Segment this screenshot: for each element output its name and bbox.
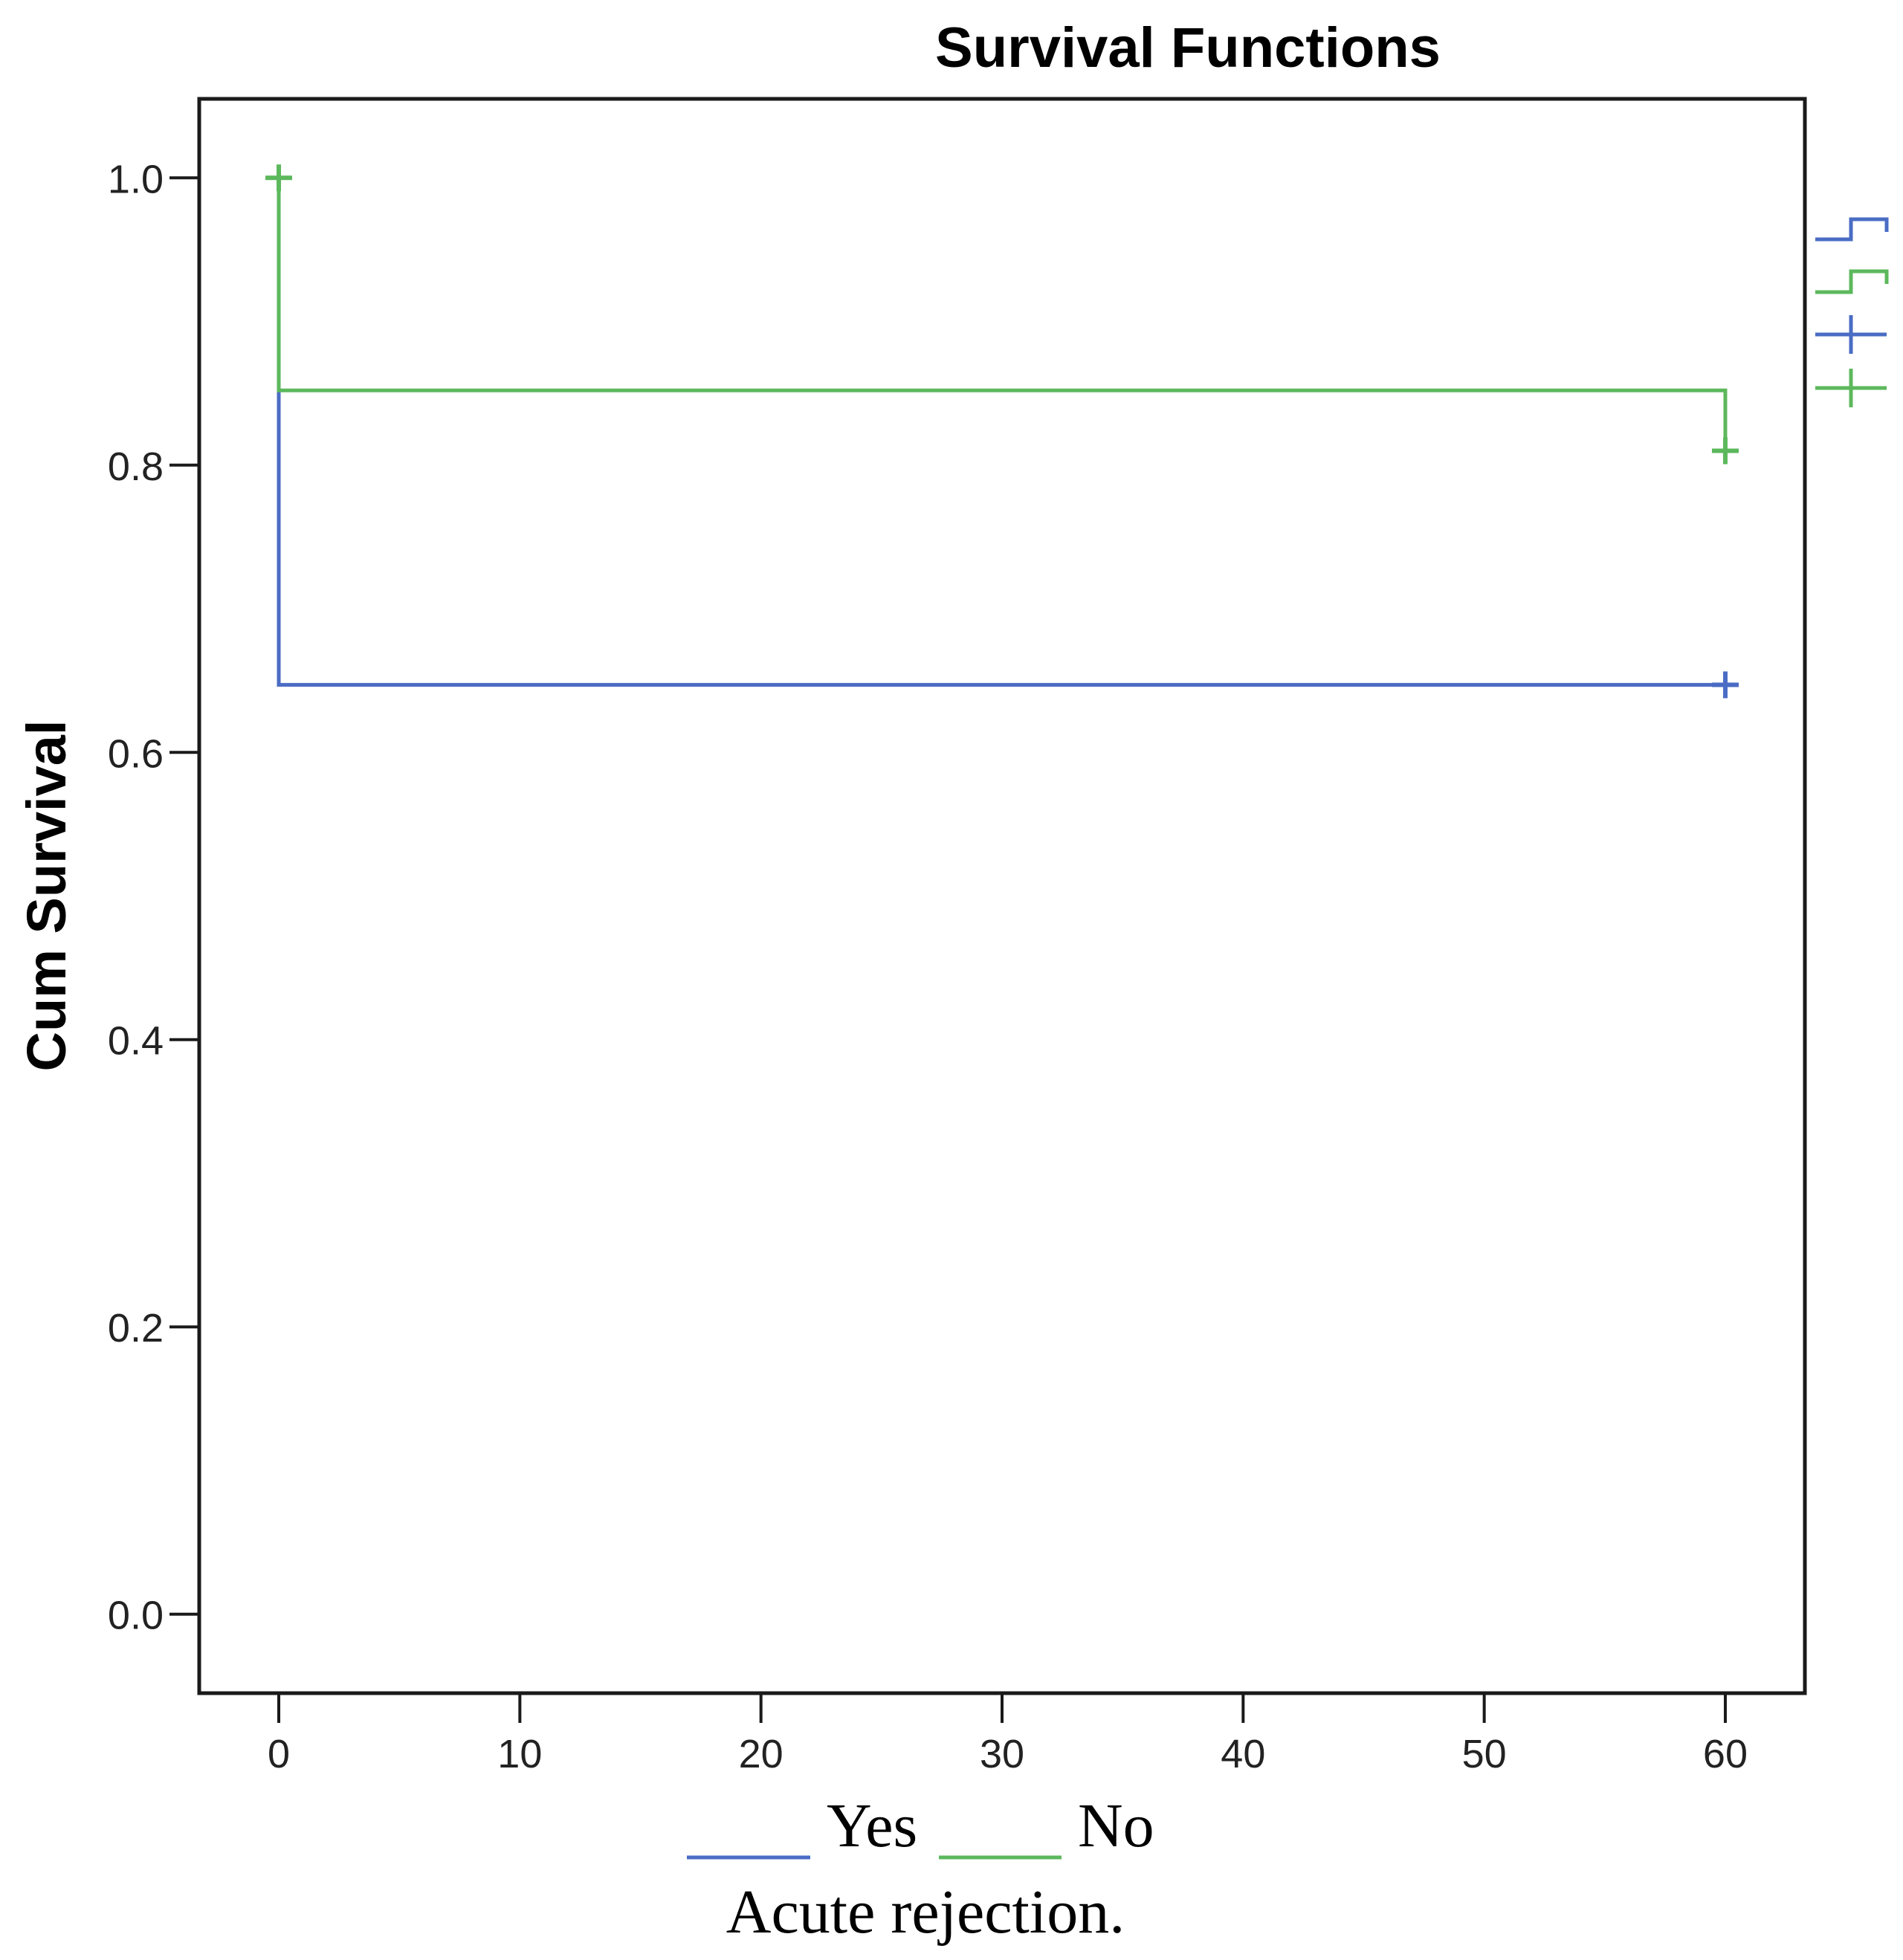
step-green-icon: [1815, 269, 1889, 294]
y-tick-label: 0.0: [108, 1594, 164, 1638]
censor-mark-no: [265, 164, 293, 192]
censor-mark-yes: [1711, 671, 1739, 699]
bottom-legend: Yes No Acute rejection.: [687, 1791, 1154, 1947]
legend-label-no: No: [1078, 1791, 1154, 1860]
x-tick-label: 0: [268, 1732, 290, 1776]
y-tick-label: 0.2: [108, 1306, 164, 1351]
x-tick-label: 40: [1221, 1732, 1265, 1776]
y-tick-label: 0.8: [108, 444, 164, 489]
y-tick-label: 1.0: [108, 157, 164, 201]
y-axis-label: Cum Survival: [16, 720, 77, 1072]
series-layer: [265, 164, 1739, 699]
plot-frame: [197, 97, 1807, 1695]
legend-title: Acute rejection.: [726, 1877, 1125, 1947]
step-blue-icon: [1815, 217, 1889, 242]
y-tick-label: 0.4: [108, 1019, 164, 1064]
x-tick-label: 30: [980, 1732, 1024, 1776]
x-tick-label: 10: [497, 1732, 542, 1776]
censor-mark-no: [1711, 437, 1739, 465]
censor-blue-icon: [1815, 315, 1887, 354]
x-tick-label: 20: [739, 1732, 784, 1776]
x-tick-label: 50: [1462, 1732, 1507, 1776]
survival-line-yes: [277, 178, 1725, 687]
side-legend: [1815, 217, 1889, 407]
y-tick-label: 0.6: [108, 731, 164, 776]
x-tick-label: 60: [1703, 1732, 1748, 1776]
legend-label-yes: Yes: [827, 1791, 917, 1860]
survival-line-no: [277, 178, 1728, 451]
axes: 0.0 0.2 0.4 0.6 0.8 1.0 0 10 20 30 40 50 60: [108, 157, 1748, 1776]
chart-title: Survival Functions: [935, 16, 1441, 80]
censor-green-icon: [1815, 369, 1887, 407]
